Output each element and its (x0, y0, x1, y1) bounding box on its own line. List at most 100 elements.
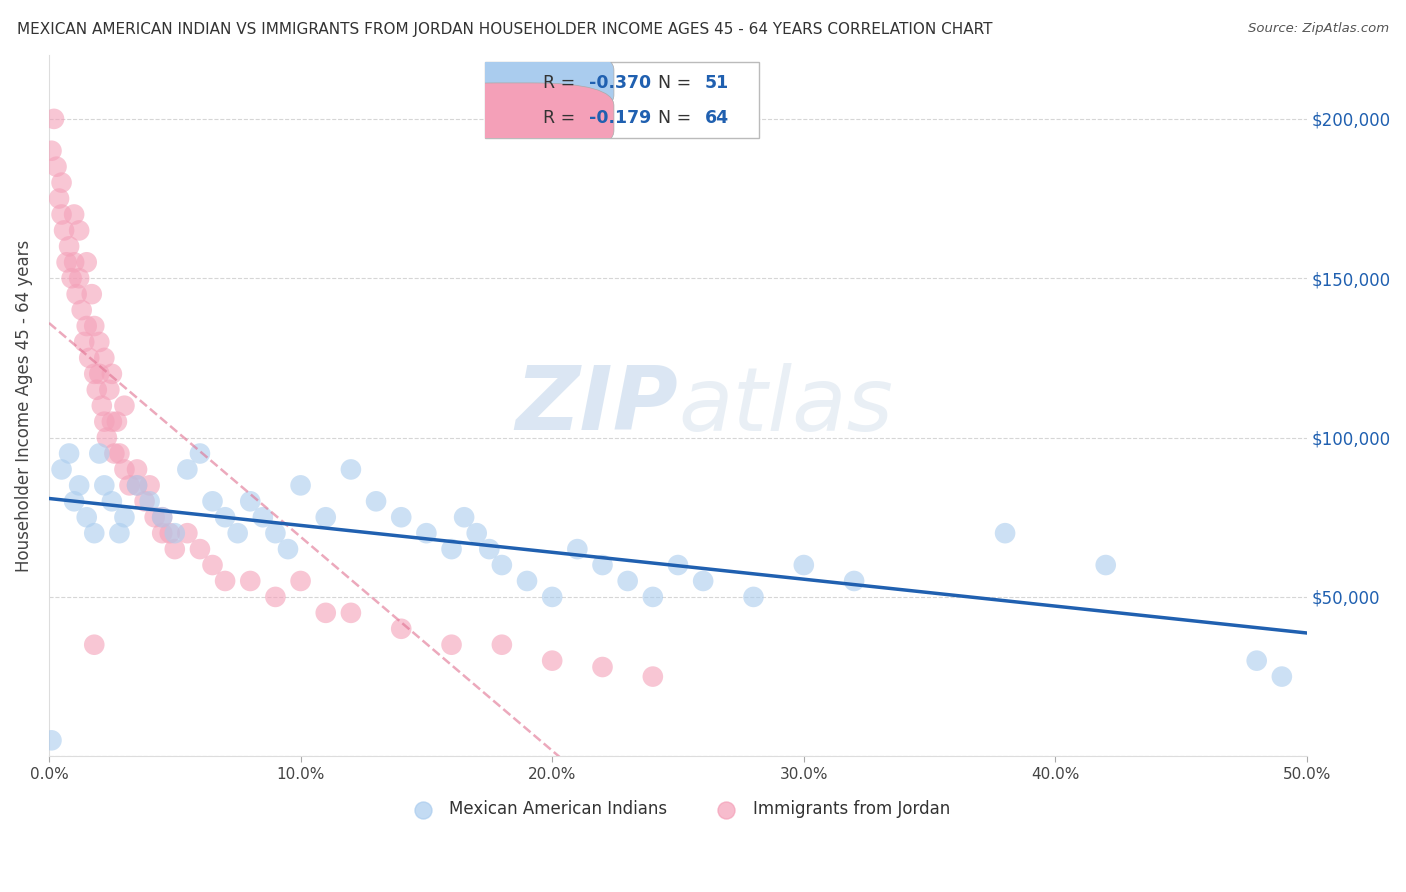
Point (415, 526, 437, 541)
Point (453, 510, 475, 524)
Point (93, 351, 115, 365)
Point (226, 526, 249, 541)
Point (60, 271, 83, 285)
Point (51, 207, 73, 221)
Point (440, 638, 463, 652)
Point (641, 670, 664, 684)
Point (93, 415, 115, 429)
Point (105, 415, 128, 429)
Point (45, 160, 67, 174)
Point (150, 510, 173, 524)
Point (842, 574, 865, 588)
Point (516, 574, 538, 588)
Point (55, 255, 77, 269)
Point (83, 638, 105, 652)
Point (63, 255, 86, 269)
Point (83, 367, 105, 381)
Y-axis label: Householder Income Ages 45 - 64 years: Householder Income Ages 45 - 64 years (15, 240, 32, 572)
Point (994, 526, 1017, 541)
Point (1094, 558, 1116, 572)
Point (541, 654, 564, 668)
Text: R =: R = (543, 73, 581, 92)
Point (188, 542, 211, 557)
Point (90, 399, 112, 413)
Point (793, 558, 815, 572)
Point (63, 207, 86, 221)
Point (51, 176, 73, 190)
Point (101, 415, 124, 429)
Point (41, 733, 63, 747)
Point (143, 510, 166, 524)
Point (51, 462, 73, 476)
Point (83, 526, 105, 541)
Point (76, 510, 98, 524)
Point (214, 510, 236, 524)
Point (290, 574, 312, 588)
Point (53, 223, 76, 237)
Point (98, 383, 121, 397)
Point (315, 510, 337, 524)
Point (478, 542, 501, 557)
Text: 51: 51 (704, 73, 728, 92)
Point (201, 558, 224, 572)
Point (277, 542, 299, 557)
Point (89, 334, 111, 349)
Legend: Mexican American Indians, Immigrants from Jordan: Mexican American Indians, Immigrants fro… (399, 794, 956, 825)
Point (541, 590, 564, 604)
Point (1246, 654, 1268, 668)
Point (41, 144, 63, 158)
Point (101, 494, 124, 508)
Point (592, 558, 614, 572)
Text: 64: 64 (704, 109, 728, 128)
Point (58, 239, 80, 253)
Point (83, 319, 105, 334)
Point (264, 526, 287, 541)
Point (340, 462, 363, 476)
Point (666, 558, 689, 572)
Point (163, 526, 186, 541)
Point (96, 431, 118, 445)
Point (315, 606, 337, 620)
Point (103, 446, 125, 460)
Point (742, 590, 765, 604)
Point (491, 558, 513, 572)
Point (67, 271, 90, 285)
Point (176, 462, 198, 476)
Point (125, 478, 148, 492)
Point (125, 478, 148, 492)
Point (252, 510, 274, 524)
Point (58, 446, 80, 460)
Point (188, 446, 211, 460)
Point (440, 542, 463, 557)
Text: -0.370: -0.370 (589, 73, 651, 92)
FancyBboxPatch shape (413, 47, 614, 118)
Point (389, 510, 412, 524)
Point (491, 638, 513, 652)
Point (80, 287, 103, 301)
Point (114, 510, 136, 524)
Point (138, 494, 160, 508)
Point (89, 446, 111, 460)
Point (108, 526, 131, 541)
Point (77, 351, 100, 365)
Point (118, 478, 141, 492)
Point (239, 574, 262, 588)
Point (592, 660, 614, 674)
Point (93, 478, 115, 492)
Point (214, 574, 236, 588)
Point (67, 478, 90, 492)
Point (67, 223, 90, 237)
Point (1271, 670, 1294, 684)
Point (150, 510, 173, 524)
Point (76, 255, 98, 269)
Point (692, 574, 714, 588)
Text: Source: ZipAtlas.com: Source: ZipAtlas.com (1249, 22, 1389, 36)
Point (201, 494, 224, 508)
Text: MEXICAN AMERICAN INDIAN VS IMMIGRANTS FROM JORDAN HOUSEHOLDER INCOME AGES 45 - 6: MEXICAN AMERICAN INDIAN VS IMMIGRANTS FR… (17, 22, 993, 37)
Point (73, 334, 96, 349)
Point (76, 319, 98, 334)
Point (264, 590, 287, 604)
Point (108, 446, 131, 460)
Point (641, 590, 664, 604)
Point (101, 367, 124, 381)
